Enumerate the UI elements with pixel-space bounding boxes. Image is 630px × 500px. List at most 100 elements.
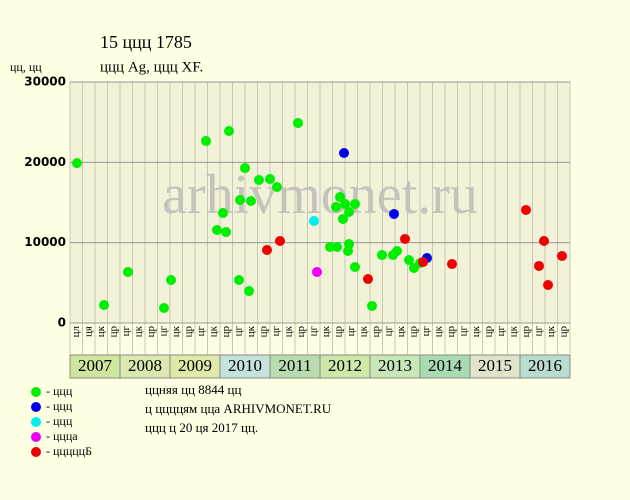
point — [400, 233, 410, 244]
point — [367, 300, 377, 311]
x-tick-label: цк — [357, 325, 369, 337]
point — [335, 192, 345, 203]
point — [159, 302, 169, 313]
point — [344, 239, 354, 250]
x-tick-label: цг — [345, 326, 357, 337]
x-tick-label: цк — [170, 325, 182, 337]
point — [254, 175, 264, 186]
x-tick-label: цк — [282, 325, 294, 337]
y-axis-label: цц, цц — [10, 60, 42, 74]
point — [350, 262, 360, 273]
year-label: 2014 — [428, 356, 463, 375]
point — [262, 244, 272, 255]
point — [166, 275, 176, 286]
legend-label: - ццц — [46, 414, 73, 428]
point — [338, 213, 348, 224]
point — [224, 126, 234, 137]
point — [309, 215, 319, 226]
x-tick-label: цк — [395, 325, 407, 337]
y-tick-label: 20000 — [24, 155, 66, 169]
x-tick-label: цк — [207, 325, 219, 337]
x-tick-label: цг — [382, 326, 394, 337]
x-tick-label: цг — [195, 326, 207, 337]
x-tick-label: цг — [232, 326, 244, 337]
point — [404, 255, 414, 266]
point — [418, 257, 428, 268]
watermark: arhivmonet.ru — [162, 164, 478, 226]
x-tick-label: цк — [95, 325, 107, 337]
chart-subtitle: ццц Ag, ццц XF. — [100, 59, 203, 75]
point — [344, 206, 354, 217]
year-label: 2016 — [528, 356, 562, 375]
x-tick-label: цк — [132, 325, 144, 337]
x-tick-label: цл — [70, 326, 82, 338]
x-tick-label: цр — [407, 326, 419, 338]
point — [201, 136, 211, 147]
point — [212, 224, 222, 235]
x-tick-label: цр — [220, 326, 232, 338]
x-tick-label: цр — [295, 326, 307, 338]
x-tick-label: цр — [257, 326, 269, 338]
year-label: 2015 — [478, 356, 512, 375]
point — [246, 195, 256, 206]
x-tick-label: цк — [507, 325, 519, 337]
legend-label: - ццца — [46, 429, 78, 443]
legend-marker — [31, 432, 41, 442]
legend-marker — [31, 402, 41, 412]
x-tick-label: цр — [482, 326, 494, 338]
point — [543, 280, 553, 291]
x-tick-label: цг — [532, 326, 544, 337]
year-cell — [519, 354, 571, 379]
x-tick-label: цк — [245, 325, 257, 337]
point — [339, 148, 349, 159]
x-tick-label: цг — [495, 326, 507, 337]
year-label: 2011 — [278, 356, 311, 375]
legend-label: - цццццБ — [46, 444, 92, 458]
note: ццц ц 20 ця 2017 цц. — [145, 420, 258, 435]
x-tick-label: цг — [270, 326, 282, 337]
point — [332, 242, 342, 253]
point — [392, 246, 402, 257]
point — [521, 204, 531, 215]
x-tick-label: цг — [457, 326, 469, 337]
x-tick-label: цр — [332, 326, 344, 338]
year-label: 2009 — [178, 356, 212, 375]
point — [99, 300, 109, 311]
year-label: 2007 — [78, 356, 113, 375]
point — [539, 235, 549, 246]
point — [447, 259, 457, 270]
x-tick-label: цр — [370, 326, 382, 338]
point — [275, 235, 285, 246]
point — [389, 208, 399, 219]
legend-marker — [31, 387, 41, 397]
y-tick-label: 0 — [58, 316, 66, 330]
legend-marker — [31, 417, 41, 427]
point — [312, 266, 322, 277]
point — [265, 174, 275, 185]
x-tick-label: ця — [82, 326, 94, 337]
note: ццняя цц 8844 цц — [145, 382, 241, 397]
y-tick-label: 10000 — [24, 235, 66, 249]
legend-label: - ццц — [46, 384, 73, 398]
legend-marker — [31, 447, 41, 457]
point — [377, 250, 387, 261]
x-tick-label: цк — [545, 325, 557, 337]
point — [234, 275, 244, 286]
year-label: 2010 — [228, 356, 262, 375]
point — [363, 273, 373, 284]
point — [557, 251, 567, 262]
x-tick-label: цр — [182, 326, 194, 338]
point — [293, 117, 303, 128]
year-label: 2013 — [378, 356, 412, 375]
point — [350, 199, 360, 210]
x-tick-label: цр — [107, 326, 119, 338]
x-tick-label: цр — [445, 326, 457, 338]
point — [218, 208, 228, 219]
point — [240, 163, 250, 174]
x-tick-label: цр — [145, 326, 157, 338]
x-tick-label: цг — [420, 326, 432, 337]
year-label: 2012 — [328, 356, 362, 375]
point — [244, 286, 254, 297]
